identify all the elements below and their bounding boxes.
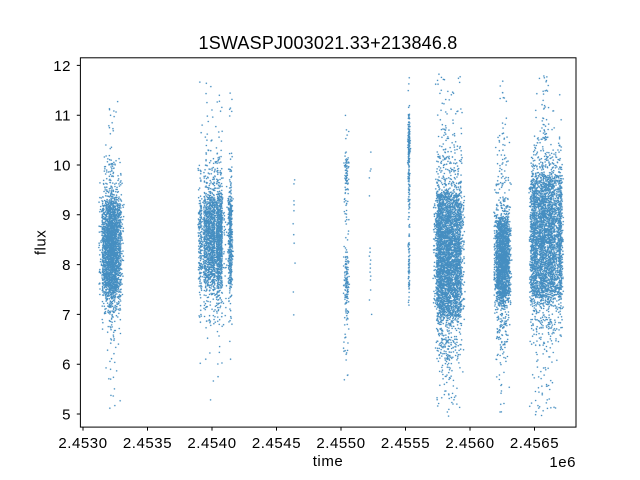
- svg-text:1e6: 1e6: [549, 454, 576, 471]
- svg-text:5: 5: [62, 406, 71, 423]
- svg-text:2.4535: 2.4535: [123, 435, 172, 452]
- svg-text:2.4540: 2.4540: [187, 435, 236, 452]
- svg-text:7: 7: [62, 307, 71, 324]
- svg-text:12: 12: [53, 58, 71, 75]
- svg-text:2.4545: 2.4545: [252, 435, 301, 452]
- svg-text:8: 8: [62, 257, 71, 274]
- svg-text:10: 10: [53, 157, 71, 174]
- svg-text:11: 11: [54, 108, 71, 125]
- svg-text:2.4555: 2.4555: [381, 435, 430, 452]
- svg-text:2.4550: 2.4550: [316, 435, 365, 452]
- svg-text:2.4560: 2.4560: [445, 435, 494, 452]
- svg-text:flux: flux: [33, 230, 50, 256]
- svg-text:1SWASPJ003021.33+213846.8: 1SWASPJ003021.33+213846.8: [198, 33, 457, 53]
- svg-text:9: 9: [62, 207, 71, 224]
- svg-text:6: 6: [62, 357, 71, 374]
- svg-text:time: time: [313, 453, 344, 470]
- svg-text:2.4565: 2.4565: [510, 435, 559, 452]
- svg-text:2.4530: 2.4530: [58, 435, 107, 452]
